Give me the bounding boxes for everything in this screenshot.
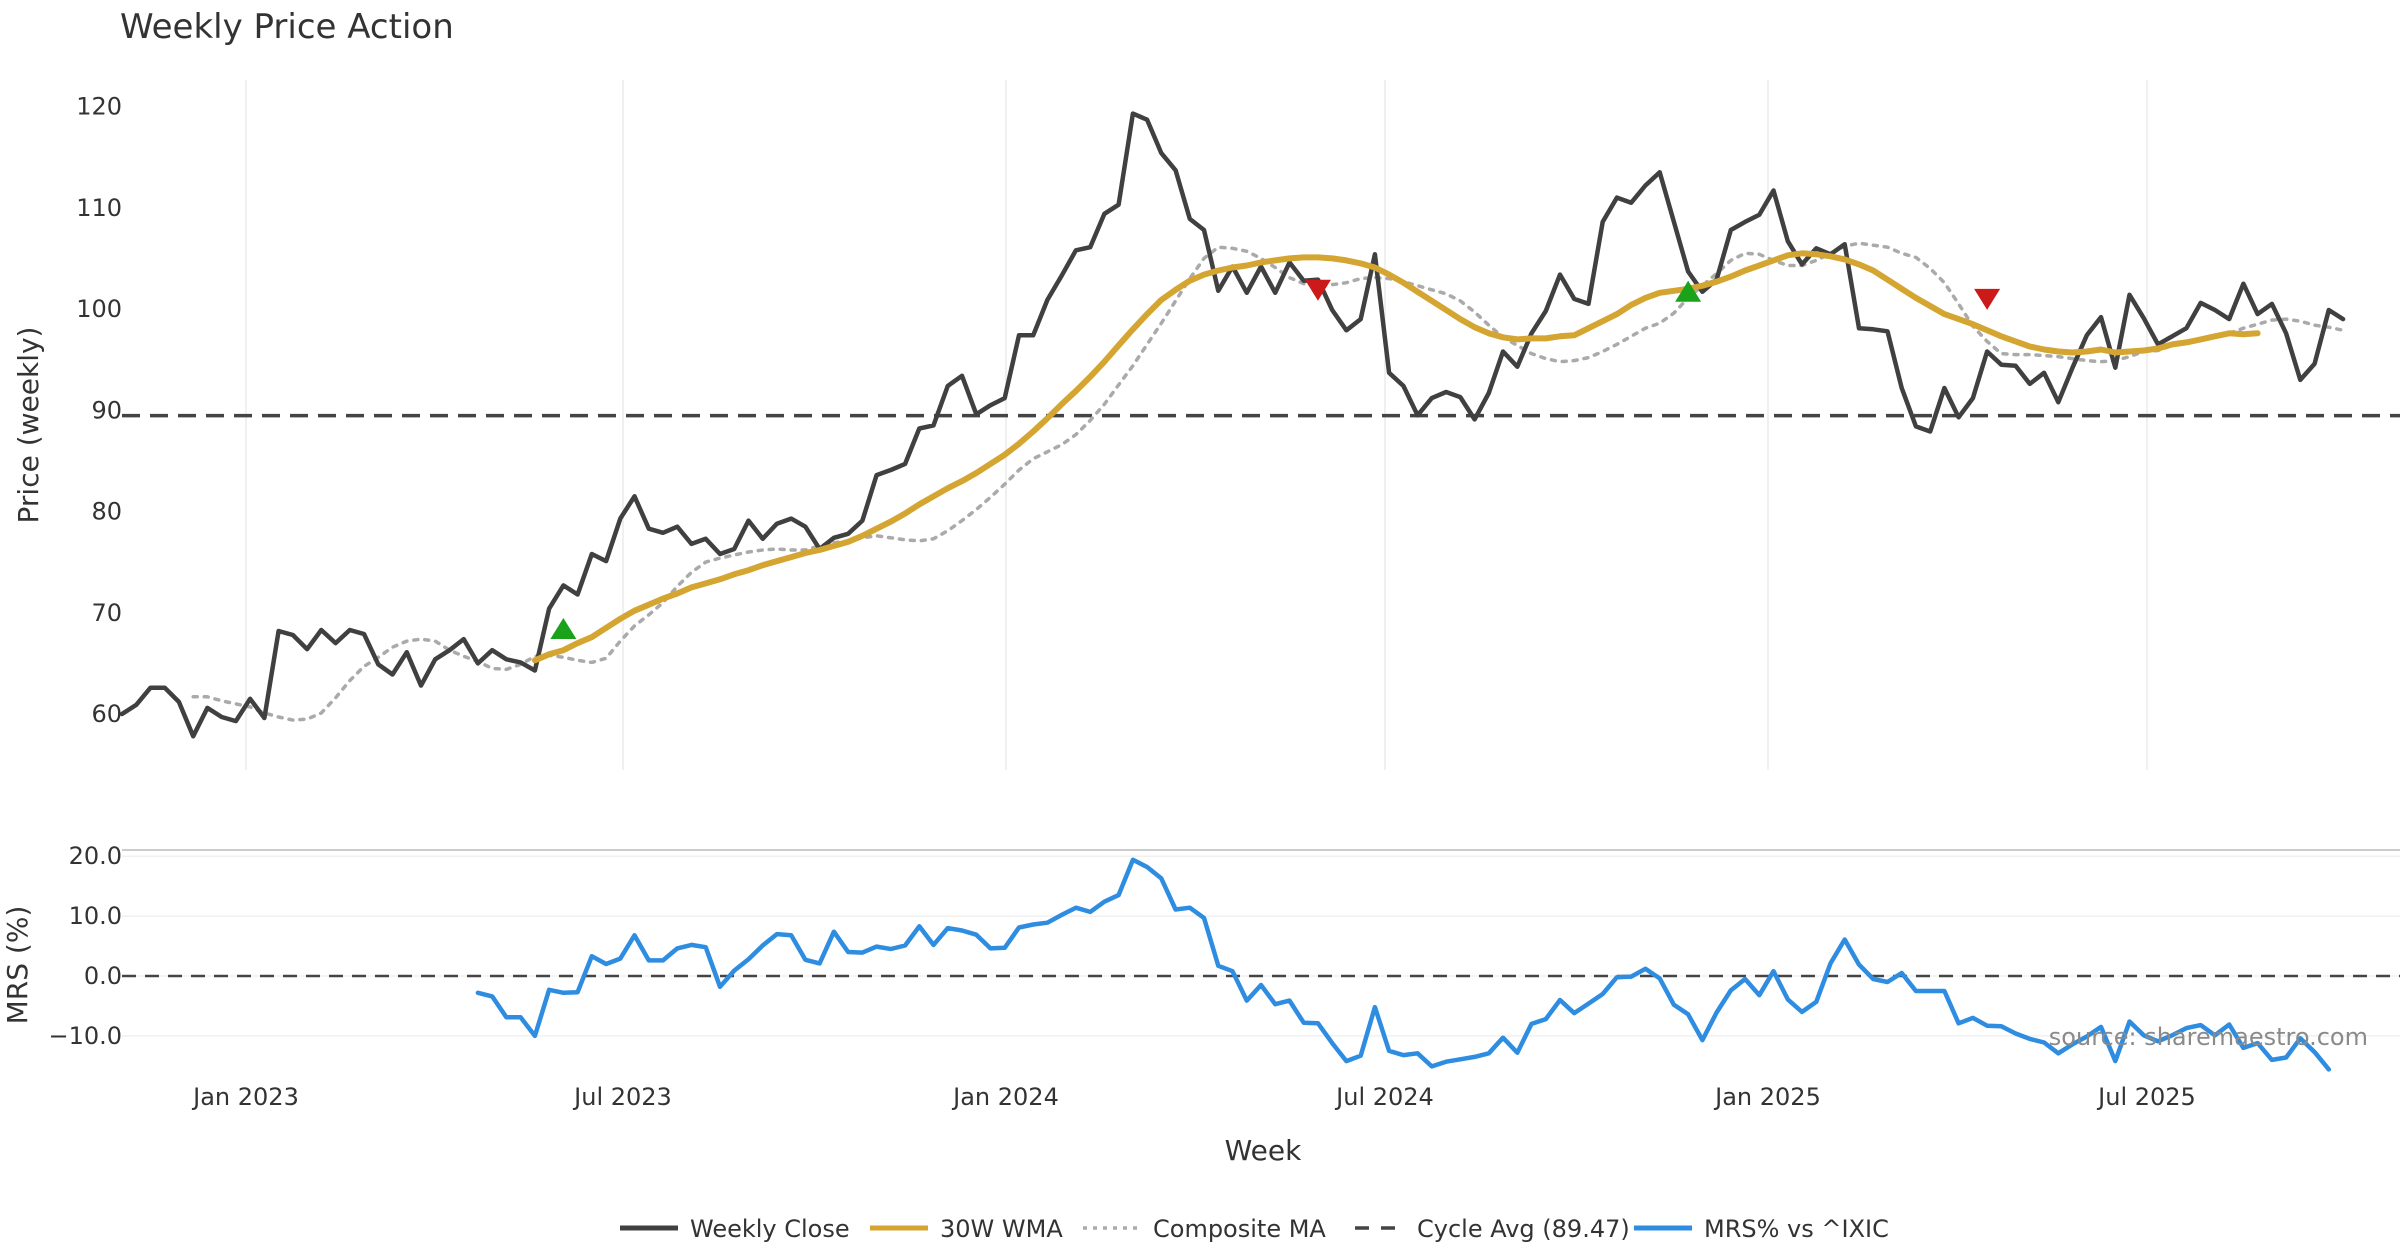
mrs-line [475, 857, 2332, 1072]
composite-ma-line [191, 241, 2345, 722]
mrs-y-tick-label: 20.0 [69, 842, 122, 870]
source-note: source: sharemaestro.com [2049, 1023, 2368, 1051]
x-tick-label: Jan 2024 [951, 1083, 1059, 1111]
legend-label: 30W WMA [940, 1215, 1063, 1243]
legend: Weekly Close 30W WMA Composite MA Cycle Avg… [620, 1215, 1889, 1243]
x-tick-label: Jan 2025 [1713, 1083, 1821, 1111]
price-y-tick-label: 80 [91, 498, 122, 526]
x-tick-label: Jul 2025 [2096, 1083, 2196, 1111]
legend-item: Composite MA [1083, 1215, 1326, 1243]
price-y-tick-label: 110 [76, 194, 122, 222]
grid-layer [122, 80, 2400, 1037]
legend-item: Cycle Avg (89.47) [1355, 1215, 1630, 1243]
mrs-y-tick-label: 10.0 [69, 902, 122, 930]
legend-label: MRS% vs ^IXIC [1704, 1215, 1889, 1243]
price-y-tick-label: 100 [76, 295, 122, 323]
x-axis-label: Week [1225, 1134, 1302, 1167]
mrs-y-tick-label: −10.0 [48, 1022, 122, 1050]
legend-item: 30W WMA [870, 1215, 1063, 1243]
mrs-y-axis-label: MRS (%) [1, 906, 34, 1025]
legend-label: Weekly Close [690, 1215, 850, 1243]
legend-item: MRS% vs ^IXIC [1634, 1215, 1889, 1243]
sell-signal-marker [1974, 288, 2001, 310]
mrs-panel [122, 857, 2400, 1072]
weekly-close-line [119, 111, 2346, 739]
mrs-y-tick-label: 0.0 [84, 962, 122, 990]
price-y-tick-label: 90 [91, 396, 122, 424]
price-panel [119, 111, 2400, 739]
x-tick-label: Jan 2023 [191, 1083, 299, 1111]
price-y-tick-label: 120 [76, 93, 122, 121]
buy-signal-marker [550, 617, 577, 639]
price-y-tick-label: 60 [91, 700, 122, 728]
price-y-tick-label: 70 [91, 599, 122, 627]
x-tick-label: Jul 2024 [1334, 1083, 1434, 1111]
legend-item: Weekly Close [620, 1215, 850, 1243]
axes-layer: 60 70 80 90 100 110 120 20.0 10.0 0.0 −10.0 Jan 202… [48, 93, 2195, 1112]
chart-title: Weekly Price Action [120, 7, 454, 47]
sell-signal-marker [1304, 279, 1331, 301]
wma-30-line [531, 250, 2261, 664]
buy-signal-marker [1675, 280, 1702, 302]
x-tick-label: Jul 2023 [572, 1083, 672, 1111]
legend-label: Cycle Avg (89.47) [1417, 1215, 1630, 1243]
legend-label: Composite MA [1153, 1215, 1326, 1243]
price-y-axis-label: Price (weekly) [12, 327, 45, 524]
